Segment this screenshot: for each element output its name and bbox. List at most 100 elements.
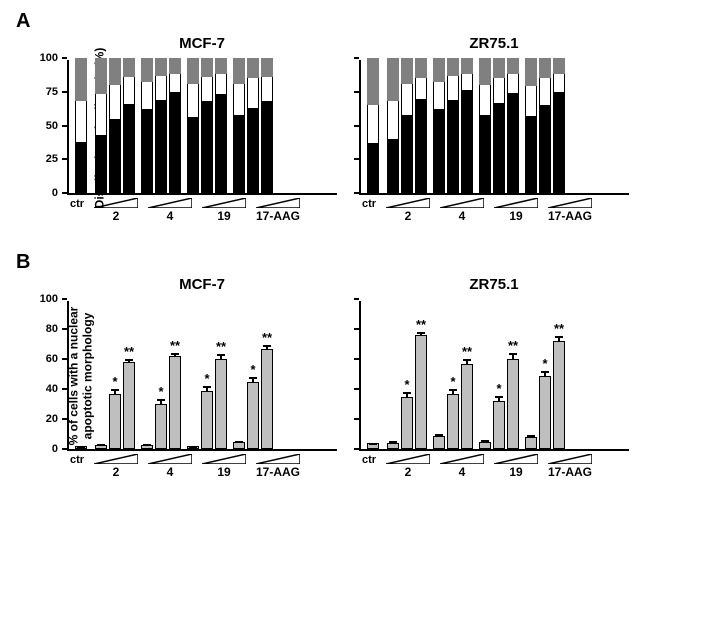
group-label: 4: [167, 465, 174, 479]
y-tick-label: 75: [46, 86, 58, 98]
stacked-bar-ctr: [367, 58, 379, 193]
group-annotation: 17-AAG: [254, 198, 302, 223]
y-tick-label: 0: [52, 443, 58, 455]
group-label: 17-AAG: [548, 465, 592, 479]
stacked-bar-group: [387, 58, 427, 193]
bar: **: [461, 299, 473, 449]
significance-marker: **: [508, 342, 518, 350]
stacked-bar: [155, 58, 167, 193]
panel-b-row: MCF-7% of cells with a nuclearapoptotic …: [8, 276, 701, 479]
stacked-bar: [233, 58, 245, 193]
stacked-bar-ctr: [75, 58, 87, 193]
dose-triangle-icon: [148, 454, 192, 464]
bar: **: [261, 299, 273, 449]
bar-group: ***: [95, 299, 135, 449]
significance-marker: *: [450, 378, 455, 386]
group-annotation: 2: [92, 454, 140, 479]
dose-triangle-icon: [202, 454, 246, 464]
group-label: 17-AAG: [256, 465, 300, 479]
dose-triangle-icon: [440, 198, 484, 208]
group-label: 2: [405, 209, 412, 223]
stacked-bar: [215, 58, 227, 193]
group-annotation: 4: [438, 454, 486, 479]
significance-marker: **: [124, 348, 134, 356]
significance-marker: *: [496, 385, 501, 393]
stacked-bar: [447, 58, 459, 193]
dose-triangle-icon: [202, 198, 246, 208]
group-annotation: 2: [384, 454, 432, 479]
bar: *: [109, 299, 121, 449]
y-tick-label: 20: [46, 413, 58, 425]
stacked-bar-group: [187, 58, 227, 193]
stacked-bar: [401, 58, 413, 193]
y-tick-label: 100: [40, 52, 58, 64]
group-label: 17-AAG: [256, 209, 300, 223]
stacked-bars-area: 0255075100: [67, 60, 337, 195]
bar: *: [401, 299, 413, 449]
significance-marker: *: [204, 375, 209, 383]
stacked-bar: [493, 58, 505, 193]
x-annotations: ctr 2 4 19 17-AAG: [358, 454, 630, 479]
stacked-bar: [95, 58, 107, 193]
stacked-bars-area: [359, 60, 629, 195]
stacked-bar-group: [233, 58, 273, 193]
figure-root: A MCF-7Distribution of cell cycle (%)025…: [0, 0, 709, 499]
x-annotations: ctr 2 4 19 17-AAG: [358, 198, 630, 223]
panel-a-row: MCF-7Distribution of cell cycle (%)02550…: [8, 35, 701, 223]
stacked-bar: [525, 58, 537, 193]
significance-marker: *: [250, 366, 255, 374]
group-annotation: 4: [146, 454, 194, 479]
group-annotation: 17-AAG: [254, 454, 302, 479]
bar: [95, 299, 107, 449]
y-tick-label: 80: [46, 323, 58, 335]
significance-marker: **: [416, 321, 426, 329]
panel-a-chart: ZR75.1ctr 2 4 19 17-AAG: [358, 35, 630, 223]
y-tick-label: 100: [40, 293, 58, 305]
significance-marker: *: [158, 388, 163, 396]
stacked-bar: [553, 58, 565, 193]
stacked-bar: [123, 58, 135, 193]
bar: **: [507, 299, 519, 449]
y-tick-label: 50: [46, 120, 58, 132]
stacked-bar-group: [479, 58, 519, 193]
significance-marker: **: [170, 342, 180, 350]
bar: **: [123, 299, 135, 449]
stacked-bar: [247, 58, 259, 193]
stacked-bar: [539, 58, 551, 193]
stacked-bar-group: [525, 58, 565, 193]
bar-group: ***: [433, 299, 473, 449]
y-tick-label: 60: [46, 353, 58, 365]
bar-group: ***: [141, 299, 181, 449]
stacked-bar: [415, 58, 427, 193]
bar-ctr: [367, 299, 379, 449]
bar-group: ***: [525, 299, 565, 449]
dose-triangle-icon: [94, 454, 138, 464]
group-label: 2: [113, 465, 120, 479]
group-annotation: 17-AAG: [546, 198, 594, 223]
group-annotation: 2: [384, 198, 432, 223]
dose-triangle-icon: [386, 454, 430, 464]
bar-group: ***: [479, 299, 519, 449]
bar-ctr: [75, 299, 87, 449]
panel-a-label: A: [8, 10, 701, 33]
bar: **: [415, 299, 427, 449]
dose-triangle-icon: [548, 198, 592, 208]
stacked-bar: [461, 58, 473, 193]
bar: [387, 299, 399, 449]
bar: *: [201, 299, 213, 449]
stacked-bar: [109, 58, 121, 193]
stacked-bar-group: [141, 58, 181, 193]
bar: *: [539, 299, 551, 449]
significance-marker: **: [262, 334, 272, 342]
group-annotation: 4: [146, 198, 194, 223]
group-label: 19: [217, 465, 230, 479]
significance-marker: **: [462, 348, 472, 356]
group-label: 17-AAG: [548, 209, 592, 223]
stacked-bar-group: [95, 58, 135, 193]
ctr-label: ctr: [68, 454, 86, 466]
group-label: 2: [405, 465, 412, 479]
dose-triangle-icon: [494, 454, 538, 464]
bar: [525, 299, 537, 449]
x-annotations: ctr 2 4 19 17-AAG: [66, 454, 338, 479]
bars-area: ************: [359, 301, 629, 451]
